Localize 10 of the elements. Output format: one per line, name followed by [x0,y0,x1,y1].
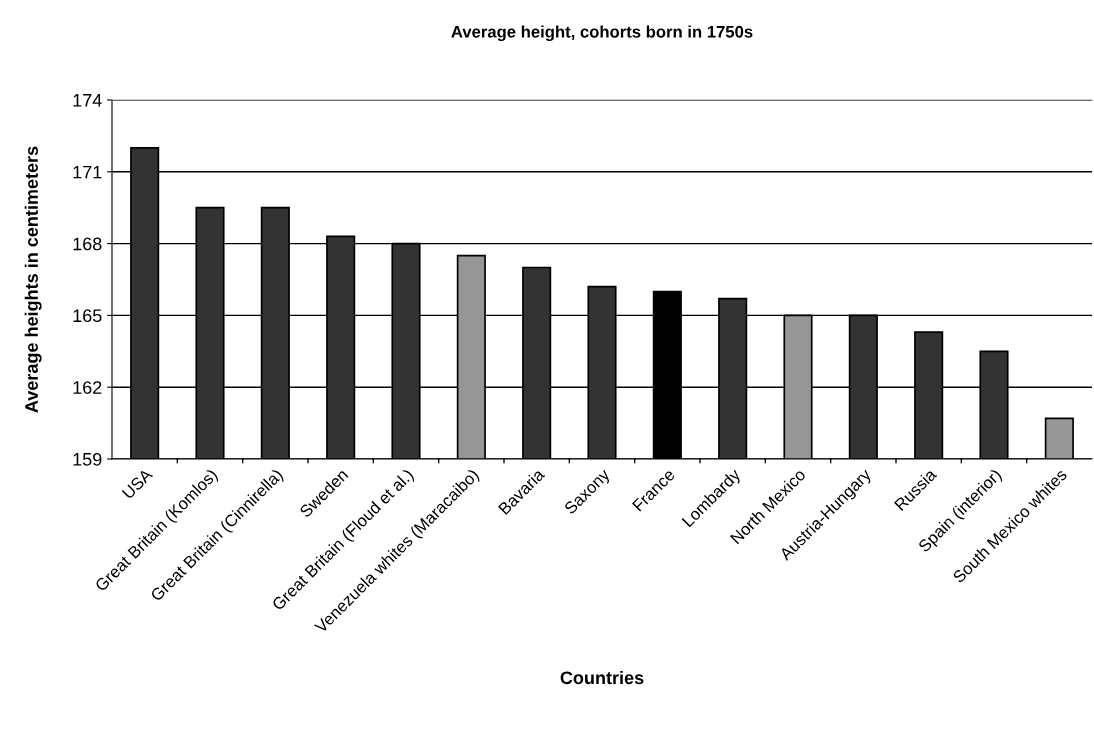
x-tick-label: USA [121,467,154,500]
x-axis-title: Countries [560,670,644,685]
y-tick-label: 165 [73,309,102,323]
y-tick-label: 174 [73,94,102,107]
chart-title: Average height, cohorts born in 1750s [451,25,753,42]
y-axis-title: Average heights in centimeters [24,146,42,413]
y-tick-label: 168 [73,237,102,251]
y-tick-label: 159 [73,452,102,466]
y-tick-label: 162 [73,381,102,394]
y-tick-label: 171 [73,165,102,179]
